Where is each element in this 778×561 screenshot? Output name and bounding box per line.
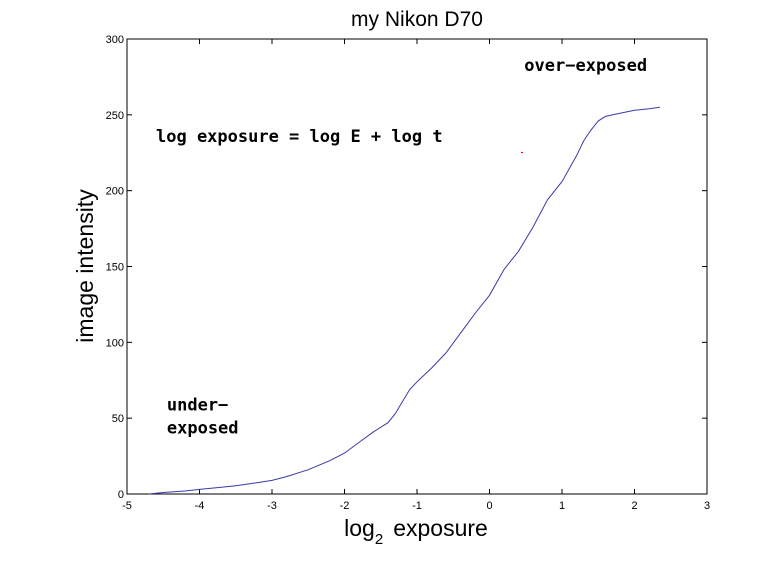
y-tick-label: 250 — [106, 110, 124, 122]
y-tick-label: 300 — [106, 34, 124, 46]
x-tick-label: 2 — [631, 500, 637, 512]
y-axis-label: image intensity — [72, 189, 98, 343]
x-tick-label: 3 — [704, 500, 710, 512]
x-tick-label: -3 — [267, 500, 277, 512]
plot-area — [126, 38, 708, 495]
annotation-text-0: over−exposed — [524, 56, 647, 76]
x-axis-label-subscript: 2 — [375, 531, 383, 548]
x-tick-label: -5 — [122, 500, 132, 512]
y-tick-label: 0 — [118, 489, 124, 501]
y-axis-ticks: 0 50 100 150 200 250 300 — [106, 34, 707, 501]
x-axis-ticks: -5 -4 -3 -2 -1 0 1 2 3 — [122, 39, 710, 512]
y-tick-label: 100 — [106, 337, 124, 349]
chart-title: my Nikon D70 — [351, 8, 483, 31]
y-tick-label: 150 — [106, 262, 124, 274]
x-axis-label-rest: exposure — [393, 515, 488, 541]
x-tick-label: -2 — [340, 500, 350, 512]
annotation-text-3: exposed — [167, 418, 239, 438]
x-axis-label-log: log — [344, 515, 375, 541]
annotation-text-1: log exposure = log E + log t — [156, 127, 443, 147]
x-tick-label: 0 — [486, 500, 492, 512]
x-tick-label: -1 — [412, 500, 422, 512]
y-tick-label: 50 — [112, 413, 124, 425]
y-tick-label: 200 — [106, 186, 124, 198]
annotation-text-2: under− — [167, 396, 228, 416]
annotations: over−exposed log exposure = log E + log t… — [156, 56, 647, 438]
x-axis-label: log2 exposure — [344, 515, 488, 548]
response-curve-line — [148, 106, 660, 495]
x-tick-label: -4 — [195, 500, 205, 512]
x-tick-label: 1 — [559, 500, 565, 512]
